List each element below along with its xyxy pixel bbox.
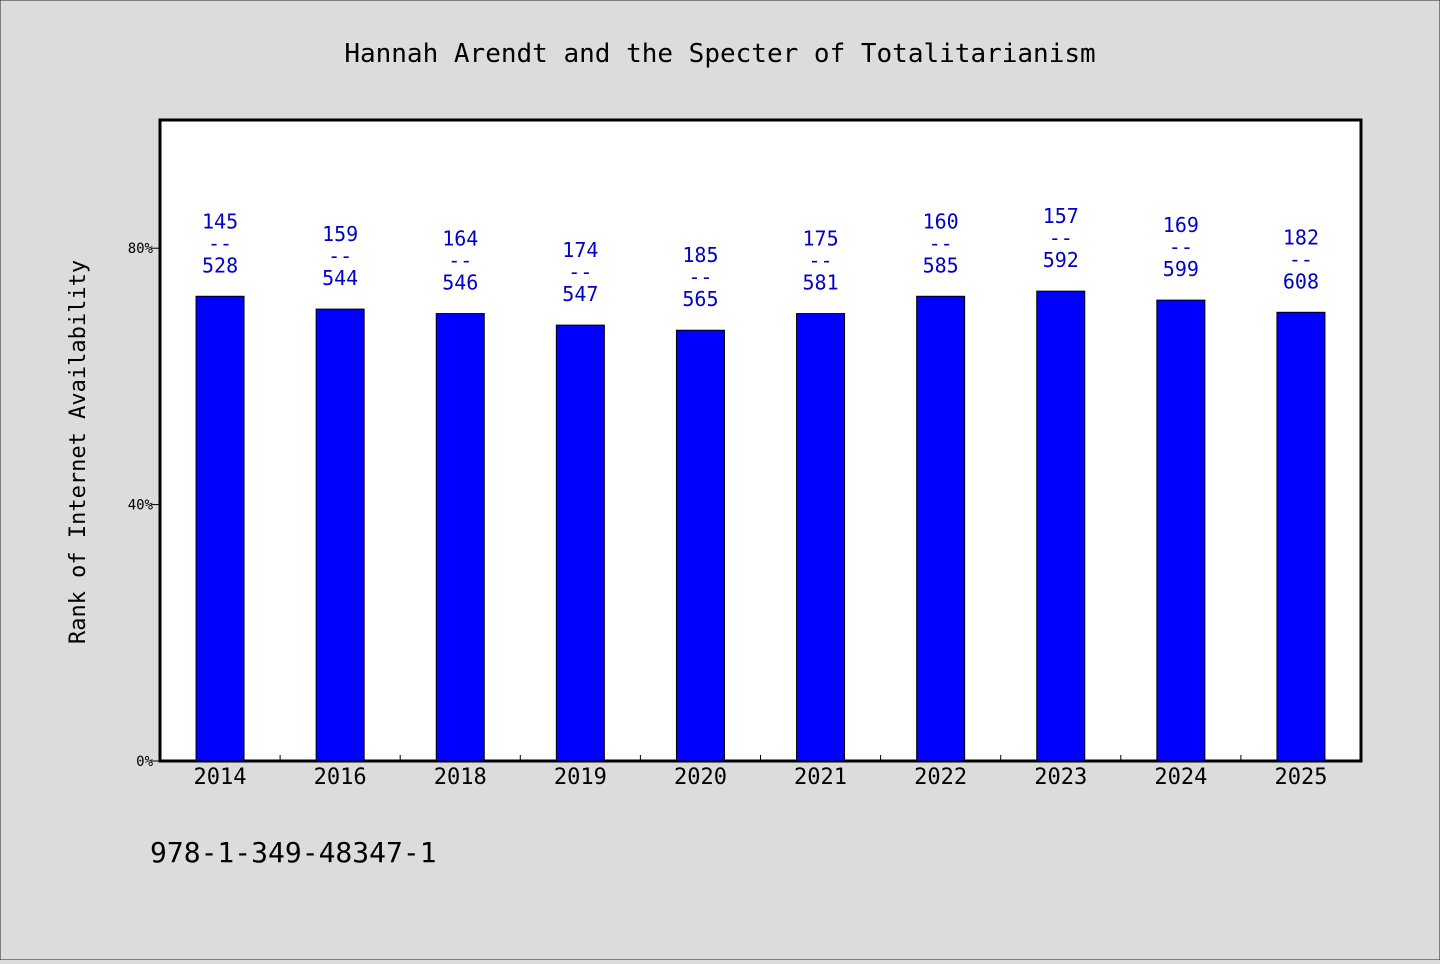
data-label-bottom-2025: 608 (1283, 269, 1319, 293)
data-label-bottom-2020: 565 (682, 287, 718, 311)
x-tick-label-2024: 2024 (1154, 765, 1207, 790)
bar-2023 (1036, 290, 1086, 762)
data-label-top-2018: 164 (442, 227, 478, 251)
data-label-sep-2019: -- (568, 260, 592, 284)
data-label-bottom-2018: 546 (442, 271, 478, 295)
data-label-bottom-2024: 599 (1163, 257, 1199, 281)
bar-2025 (1276, 311, 1326, 762)
y-axis: 0% 40% 80% (128, 241, 160, 770)
chart-title: Hannah Arendt and the Specter of Totalit… (344, 39, 1095, 69)
data-label-sep-2023: -- (1049, 226, 1073, 250)
data-label-sep-2025: -- (1289, 247, 1313, 271)
x-tick-label-2023: 2023 (1034, 765, 1087, 790)
data-label-bottom-2021: 581 (802, 271, 838, 295)
data-label-sep-2016: -- (328, 244, 352, 268)
x-tick-label-2014: 2014 (194, 765, 247, 790)
data-label-sep-2014: -- (208, 231, 232, 255)
bar-2016 (315, 308, 365, 762)
x-tick-label-2016: 2016 (314, 765, 367, 790)
bar-2024 (1156, 299, 1206, 762)
data-label-bottom-2022: 585 (923, 253, 959, 277)
bar-2019 (555, 324, 605, 762)
x-tick-label-2025: 2025 (1274, 765, 1327, 790)
data-label-bottom-2023: 592 (1043, 248, 1079, 272)
bars-group (195, 290, 1326, 762)
y-tick-label: 0% (136, 754, 153, 770)
data-label-top-2014: 145 (202, 209, 238, 233)
data-label-top-2024: 169 (1163, 213, 1199, 237)
data-label-sep-2022: -- (929, 231, 953, 255)
footer-isbn: 978-1-349-48347-1 (150, 836, 437, 869)
data-label-top-2020: 185 (682, 243, 718, 267)
data-label-top-2019: 174 (562, 238, 598, 262)
data-labels-group: 145--528159--544164--546174--547185--565… (202, 204, 1319, 311)
bar-2021 (796, 313, 846, 762)
x-tick-label-2019: 2019 (554, 765, 607, 790)
data-label-sep-2020: -- (688, 265, 712, 289)
data-label-top-2023: 157 (1043, 204, 1079, 228)
data-label-top-2021: 175 (802, 227, 838, 251)
y-axis-label: Rank of Internet Availability (66, 260, 91, 644)
bar-2020 (675, 329, 725, 762)
bar-2014 (195, 295, 245, 762)
y-tick-label: 40% (128, 498, 154, 514)
x-tick-label-2021: 2021 (794, 765, 847, 790)
data-label-sep-2021: -- (809, 249, 833, 273)
bar-2018 (435, 313, 485, 762)
data-label-bottom-2014: 528 (202, 253, 238, 277)
x-axis: 2014 2016 2018 2019 2020 2021 2022 2023 2024 2025 (194, 755, 1327, 790)
y-tick-label: 80% (128, 241, 154, 257)
data-label-top-2022: 160 (923, 209, 959, 233)
bar-2022 (916, 295, 966, 762)
data-label-sep-2018: -- (448, 249, 472, 273)
x-tick-label-2022: 2022 (914, 765, 967, 790)
x-tick-label-2020: 2020 (674, 765, 727, 790)
x-tick-label-2018: 2018 (434, 765, 487, 790)
data-label-bottom-2016: 544 (322, 266, 358, 290)
data-label-bottom-2019: 547 (562, 282, 598, 306)
data-label-top-2016: 159 (322, 222, 358, 246)
data-label-top-2025: 182 (1283, 225, 1319, 249)
data-label-sep-2024: -- (1169, 235, 1193, 259)
